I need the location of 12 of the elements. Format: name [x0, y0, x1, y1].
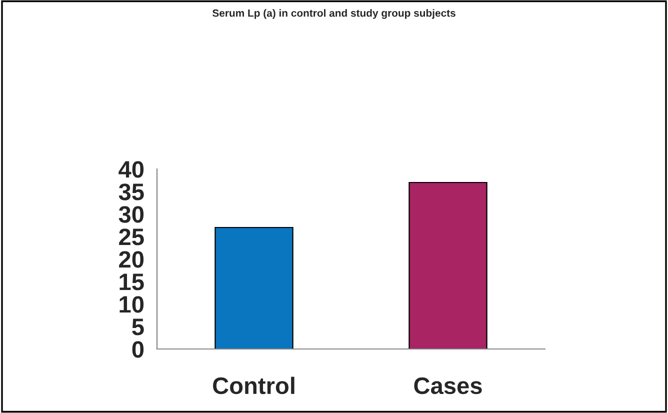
x-tick-label: Control — [213, 376, 294, 394]
y-tick-label: 0 — [132, 341, 144, 358]
y-tick-label: 20 — [119, 251, 144, 268]
y-tick-label: 25 — [119, 228, 144, 246]
y-tick-label: 35 — [118, 184, 144, 200]
x-tick-label: Cases — [414, 377, 482, 394]
y-tick-label: 30 — [118, 206, 144, 223]
y-tick-label: 40 — [118, 161, 144, 178]
chart-title: Serum Lp (a) in control and study group subjects — [212, 9, 456, 19]
y-tick-label: 10 — [120, 296, 144, 313]
y-tick-label: 5 — [132, 318, 144, 336]
y-tick-label: 15 — [120, 274, 144, 290]
